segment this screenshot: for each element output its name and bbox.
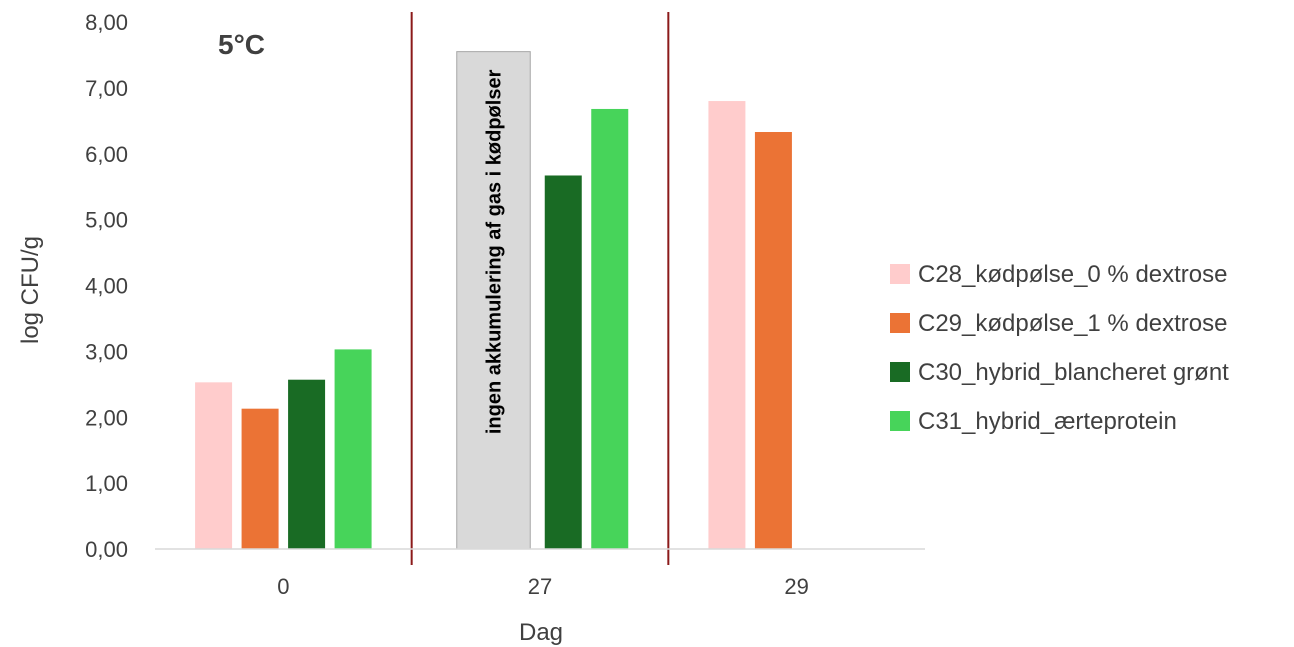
x-tick-label: 0 xyxy=(277,574,289,599)
legend-swatch xyxy=(890,362,910,382)
legend-swatch xyxy=(890,411,910,431)
x-tick-label: 27 xyxy=(528,574,552,599)
y-tick-label: 2,00 xyxy=(85,405,128,430)
bars-layer xyxy=(195,101,792,550)
annotation-text: ingen akkumulering af gas i kødpølser xyxy=(484,69,506,434)
y-tick-label: 3,00 xyxy=(85,339,128,364)
bar xyxy=(544,175,582,549)
annotation-layer: ingen akkumulering af gas i kødpølser xyxy=(456,51,531,550)
annotation-box xyxy=(456,51,531,550)
y-tick-label: 7,00 xyxy=(85,76,128,101)
bar xyxy=(708,101,746,550)
legend-swatch xyxy=(890,313,910,333)
legend-entry: C29_kødpølse_1 % dextrose xyxy=(918,310,1228,337)
legend-entry: C28_kødpølse_0 % dextrose xyxy=(918,261,1228,288)
y-tick-label: 5,00 xyxy=(85,208,128,233)
y-tick-label: 4,00 xyxy=(85,274,128,299)
bar xyxy=(241,408,279,549)
separator-layer xyxy=(410,12,670,565)
y-tick-label: 8,00 xyxy=(85,10,128,35)
temperature-label: 5°C xyxy=(218,29,265,60)
legend: C28_kødpølse_0 % dextrose C29_kødpølse_1 … xyxy=(890,261,1229,435)
legend-entry: C30_hybrid_blancheret grønt xyxy=(918,359,1229,386)
bar xyxy=(591,108,629,549)
bar xyxy=(754,132,792,550)
y-tick-label: 0,00 xyxy=(85,537,128,562)
legend-swatch xyxy=(890,264,910,284)
x-axis-title: Dag xyxy=(519,619,563,646)
y-axis-title: log CFU/g xyxy=(17,236,44,344)
legend-entry: C31_hybrid_ærteprotein xyxy=(918,408,1177,435)
y-tick-label: 1,00 xyxy=(85,471,128,496)
bar xyxy=(195,382,233,549)
x-tick-label: 29 xyxy=(784,574,808,599)
bar xyxy=(288,379,326,549)
y-tick-label: 6,00 xyxy=(85,142,128,167)
axis-layer: 0,00 1,00 2,00 3,00 4,00 5,00 6,00 7,00 8,00 0 27 2… xyxy=(85,10,925,599)
bar xyxy=(334,349,372,549)
